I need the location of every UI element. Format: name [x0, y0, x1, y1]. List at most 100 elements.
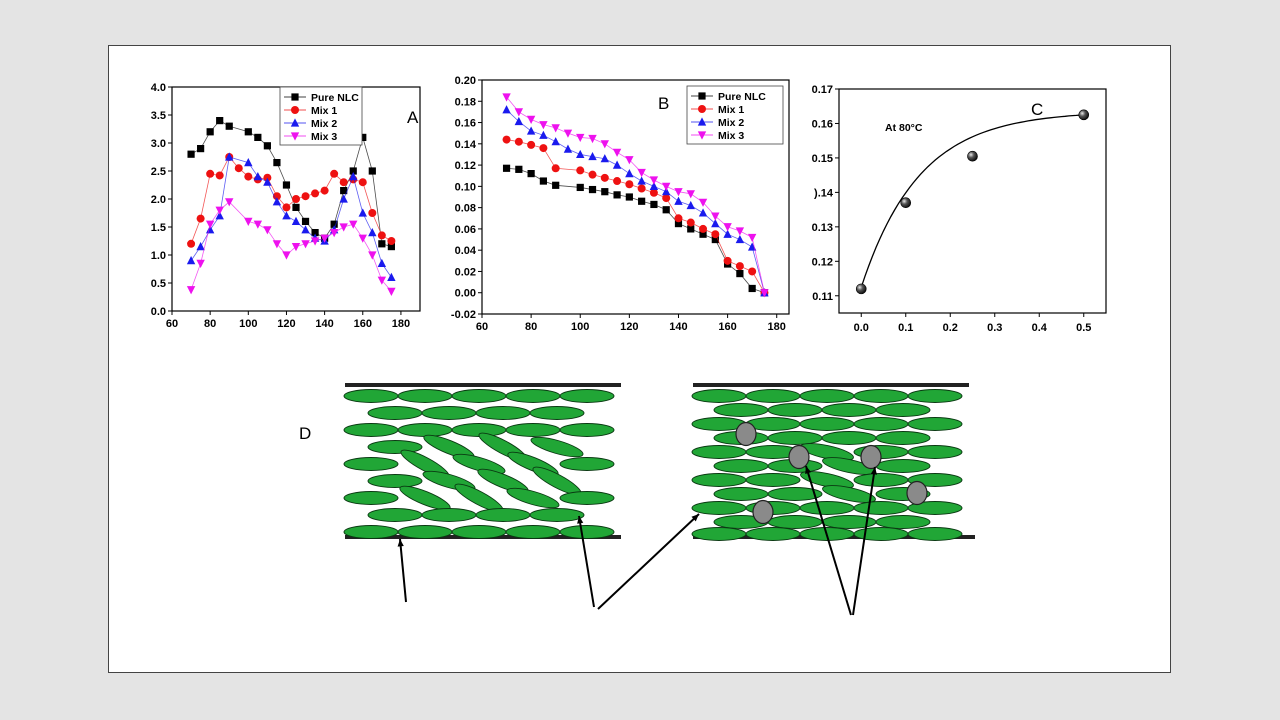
lipid-molecule [367, 508, 423, 522]
y-tick-label: 2.5 [151, 166, 166, 178]
figure-canvas: 60 80 100 120 140 160 180 0.0 0.5 1.0 1.5 2.0 2.5 3.0… [151, 75, 1107, 616]
lipid-molecule [530, 436, 584, 458]
data-point [292, 203, 300, 211]
arrow-head [870, 467, 877, 475]
data-point [263, 142, 271, 150]
y-tick-label: ).14 [814, 187, 834, 199]
data-point [301, 217, 310, 225]
x-tick-label: 140 [669, 321, 687, 333]
data-point [723, 229, 732, 238]
data-point [686, 190, 695, 199]
y-tick-label: 1.0 [151, 250, 166, 262]
figure-frame: 60 80 100 120 140 160 180 0.0 0.5 1.0 1.5 2.0 2.5 3.0… [108, 45, 1171, 673]
data-point [377, 231, 386, 240]
data-point [349, 167, 357, 175]
data-point [539, 121, 548, 130]
lipid-molecule [745, 527, 801, 541]
y-tick-label: 0.02 [455, 266, 476, 278]
data-point [1078, 109, 1090, 121]
data-point [225, 152, 234, 161]
pointer-arrow [597, 513, 700, 610]
data-point [282, 203, 291, 212]
legend-marker [291, 93, 299, 101]
series-line-0 [506, 167, 765, 294]
y-tick-label: 0.04 [455, 245, 477, 257]
lipid-molecule [799, 389, 855, 403]
legend-marker [698, 92, 706, 100]
lipid-molecule [853, 501, 909, 515]
data-point [600, 173, 609, 182]
panel-a-chart: 60 80 100 120 140 160 180 0.0 0.5 1.0 1.5 2.0 2.5 3.0… [151, 82, 421, 330]
y-tick-label: 0.16 [812, 118, 833, 130]
data-point [502, 135, 511, 144]
lipid-molecule [421, 508, 477, 522]
arrow-head [691, 514, 699, 522]
fit-curve [860, 114, 1084, 288]
lipid-molecule [745, 389, 801, 403]
y-tick-label: 0.15 [812, 153, 833, 165]
data-point [698, 208, 708, 217]
data-point [320, 234, 329, 243]
data-point [699, 230, 707, 238]
arrow-head [577, 516, 584, 524]
lipid-molecule [506, 487, 560, 509]
data-point [225, 122, 233, 130]
data-point [698, 198, 708, 207]
data-point [244, 128, 252, 136]
y-tick-label: 0.14 [455, 139, 477, 151]
legend-marker [291, 106, 299, 114]
data-point [205, 220, 215, 229]
data-point [206, 128, 214, 136]
data-point [387, 237, 396, 245]
lipid-molecule [343, 389, 399, 403]
data-point [197, 145, 205, 153]
data-point [292, 195, 300, 203]
lipid-molecule [397, 423, 453, 437]
x-tick-label: 60 [166, 318, 178, 330]
data-point [650, 200, 658, 209]
legend-label: Mix 2 [311, 118, 337, 130]
data-point [272, 197, 282, 206]
lipid-molecule [799, 501, 855, 515]
legend-label: Mix 3 [311, 131, 337, 143]
x-tick-label: 0.4 [1032, 322, 1048, 334]
data-point [539, 130, 548, 139]
x-tick-label: 0.2 [943, 322, 958, 334]
x-tick-label: 140 [315, 318, 333, 330]
data-point [215, 211, 224, 220]
legend-marker [290, 132, 300, 141]
panel-label-c: C [1031, 100, 1043, 119]
lipid-molecule [475, 508, 531, 522]
data-point [377, 258, 387, 267]
additive-particle [735, 421, 757, 447]
lipid-molecule [853, 389, 909, 403]
series-line-3 [506, 96, 765, 293]
data-point [234, 164, 243, 173]
data-point [244, 172, 253, 181]
pointer-arrow [852, 466, 876, 616]
lipid-molecule [452, 453, 506, 475]
lipid-molecule [907, 417, 963, 431]
lipid-molecule [397, 525, 453, 539]
data-point [263, 226, 272, 235]
lipid-molecule [451, 525, 507, 539]
y-tick-label: 0.12 [455, 160, 476, 172]
data-point [625, 156, 634, 165]
data-point [674, 214, 683, 223]
lipid-molecule [529, 406, 585, 420]
data-point [711, 235, 719, 244]
pointer-arrow [578, 515, 595, 608]
lipid-molecule [529, 508, 585, 522]
y-tick-label: 0.18 [455, 96, 476, 108]
y-tick-label: 4.0 [151, 82, 166, 94]
data-point [358, 234, 367, 243]
data-point [216, 117, 224, 125]
lipid-molecule [691, 389, 747, 403]
y-tick-label: 0.12 [812, 256, 833, 268]
data-point [747, 233, 757, 243]
data-point [514, 108, 524, 117]
data-point [735, 262, 744, 271]
lipid-molecule [767, 403, 823, 417]
lipid-molecule [343, 525, 399, 539]
lipid-molecule [875, 403, 931, 417]
